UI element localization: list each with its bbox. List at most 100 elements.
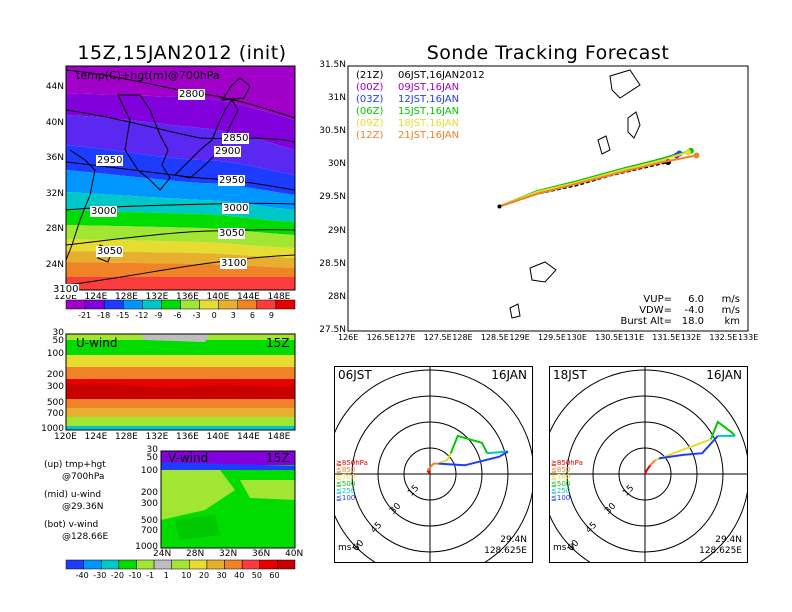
param-key: VDW= — [639, 305, 672, 316]
v-wind-label: V-wind — [168, 451, 209, 465]
track-line — [499, 152, 680, 208]
hodo-level-label: ≦500 — [551, 480, 571, 488]
legend-code: (03Z) — [356, 94, 384, 105]
param-unit: m/s — [721, 294, 740, 305]
wind-colorbar-label: -1 — [146, 571, 155, 580]
track-lon-tick: 131E — [623, 333, 645, 342]
launch-point — [497, 204, 502, 209]
track-end-dot — [676, 150, 683, 157]
wind-colorbar-swatch — [259, 559, 278, 570]
hodograph-line — [658, 435, 719, 460]
u-pressure-tick: 500 — [46, 398, 64, 409]
u-lon-tick: 140E — [206, 432, 230, 442]
map-lon-tick: 144E — [237, 292, 260, 302]
param-unit: m/s — [721, 305, 740, 316]
hodograph-line — [438, 452, 452, 465]
wind-colorbar-label: -20 — [110, 571, 124, 580]
track-lon-tick: 130.5E — [595, 333, 624, 342]
note-line: (bot) v-wind — [44, 520, 99, 530]
legend-code: (00Z) — [356, 82, 384, 93]
wind-colorbar-label: 10 — [181, 571, 192, 580]
hodo-level-label: ≦100 — [551, 494, 571, 502]
contour-label: 3100 — [220, 258, 248, 269]
temp-colorbar-label: -9 — [154, 311, 163, 320]
u-lon-tick: 120E — [54, 432, 77, 442]
track-lon-tick: 127E — [395, 333, 416, 342]
temp-colorbar-label: -3 — [192, 311, 201, 320]
hodo-level-label: ≦250 — [336, 487, 356, 495]
wind-colorbar-labels: -40 -30 -20 -10 -1 1 10 20 30 40 50 60 — [66, 571, 295, 583]
wind-colorbar-label: 20 — [198, 571, 210, 580]
hodo-lon: 128.625E — [484, 546, 527, 556]
u-pressure-tick: 1000 — [41, 424, 64, 434]
v-pressure-tick: 50 — [146, 452, 158, 463]
contour-label: 2950 — [96, 155, 124, 166]
param-val: 6.0 — [688, 294, 704, 305]
track-line — [499, 154, 677, 208]
hodograph-06jst: 06JST 16JAN 15 30 45 60 ≧850hPa ≦850 ≦700 ≦500 ≦25… — [334, 366, 533, 563]
u-lon-tick: 132E — [145, 432, 169, 442]
v-lat-tick: 40N — [285, 549, 304, 559]
hodograph-18jst: 18JST 16JAN 15 30 45 60 ≧850hPa ≦850 ≦700 ≦500 ≦25… — [549, 366, 748, 563]
track-lon-tick: 129.5E — [537, 333, 566, 342]
wind-colorbar-swatch — [83, 559, 102, 570]
map-lat-tick: 28N — [45, 224, 64, 234]
track-lon-tick: 126E — [338, 333, 359, 342]
u-pressure-tick: 700 — [46, 408, 64, 419]
contour-label: 2950 — [218, 175, 246, 186]
temp-colorbar-label: -12 — [135, 311, 149, 320]
note-sub: @29.36N — [62, 502, 104, 512]
temp-colorbar-label: 6 — [249, 311, 255, 320]
legend-code: (21Z) — [356, 70, 384, 81]
hodo-time: 18JST — [553, 368, 587, 382]
hodograph-line — [438, 450, 509, 467]
track-lon-tick: 130E — [566, 333, 587, 342]
hodograph-frame — [549, 366, 748, 563]
u-wind-time: 15Z — [266, 336, 290, 350]
param-key: Burst Alt= — [620, 316, 672, 327]
hodo-date: 16JAN — [491, 368, 527, 382]
wind-colorbar-label: -10 — [128, 571, 142, 580]
track-lat-tick: 28N — [327, 291, 346, 302]
map-lon-tick: 136E — [176, 292, 199, 302]
v-pressure-tick: 200 — [140, 487, 158, 498]
legend-time: 06JST,16JAN2012 — [398, 70, 485, 81]
wind-colorbar-label: 40 — [234, 571, 245, 580]
wind-colorbar-swatch — [206, 559, 225, 570]
track-line — [499, 161, 669, 208]
hodo-lon: 128.625E — [699, 546, 742, 556]
wind-colorbar-swatch — [118, 559, 137, 570]
track-lon-tick: 129E — [509, 333, 530, 342]
map-lon-tick: 120E — [54, 292, 77, 302]
track-lat-axis: 31.5N 31N 30.5N 30N 29.5N 29N 28.5N 28N 27.5N — [306, 60, 346, 335]
map-lon-tick: 140E — [206, 292, 230, 302]
v-lat-tick: 32N — [219, 549, 238, 559]
wind-colorbar-swatch — [241, 559, 261, 570]
param-key: VUP= — [643, 294, 672, 305]
sonde-tracks — [497, 147, 700, 209]
note-sub: @700hPa — [62, 472, 105, 482]
u-lon-tick: 148E — [267, 432, 291, 442]
hodograph-line — [649, 459, 657, 467]
track-line — [499, 149, 692, 208]
track-end-dot — [665, 159, 671, 166]
wind-colorbar-swatch — [100, 559, 120, 570]
u-lon-tick: 128E — [115, 432, 138, 442]
map-lon-tick: 132E — [145, 292, 169, 302]
track-line — [499, 151, 689, 208]
v-lat-tick: 36N — [252, 549, 271, 559]
hodo-date: 16JAN — [706, 368, 742, 382]
hodograph-frame — [334, 366, 533, 563]
legend-code: (12Z) — [356, 130, 384, 141]
wind-colorbar-label: 60 — [269, 571, 280, 580]
temp-colorbar-label: -15 — [116, 311, 130, 320]
v-pressure-tick: 500 — [140, 515, 158, 526]
map-lon-tick: 148E — [267, 292, 291, 302]
u-pressure-tick: 200 — [46, 370, 64, 381]
wind-colorbar-swatch — [277, 559, 296, 570]
v-pressure-tick: 300 — [140, 499, 158, 510]
track-lon-tick: 128.5E — [480, 333, 509, 342]
map-lat-tick: 40N — [45, 117, 64, 128]
contour-label: 3050 — [218, 228, 246, 239]
hodo-level-label: ≦850 — [336, 466, 356, 474]
